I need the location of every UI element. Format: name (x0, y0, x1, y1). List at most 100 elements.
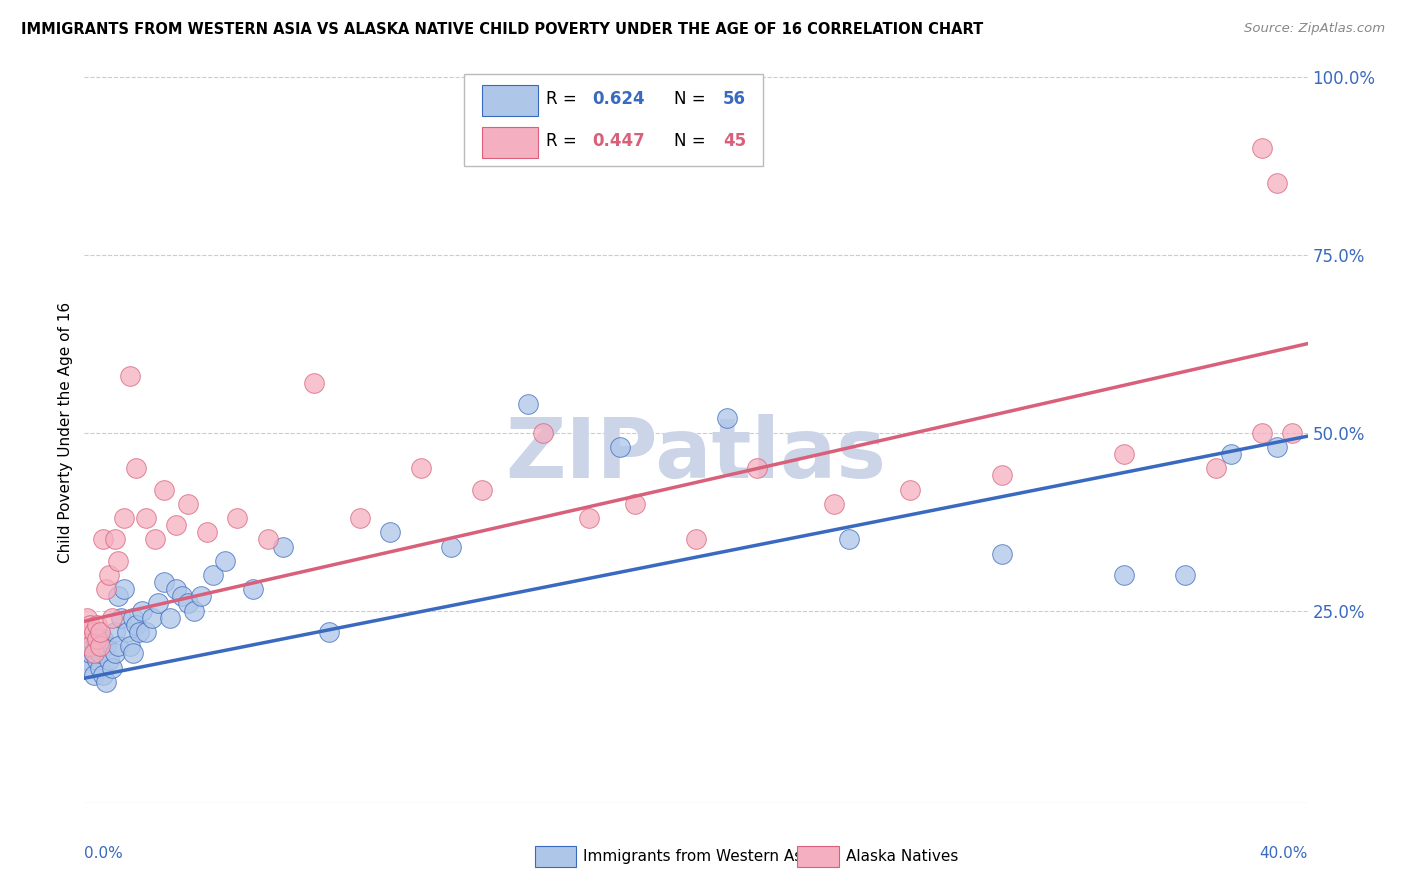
Point (177, 497, 200, 511)
Point (104, 533, 127, 547)
Point (91, 667, 114, 681)
Point (94, 674, 117, 689)
Text: 40.0%: 40.0% (1260, 846, 1308, 861)
Y-axis label: Child Poverty Under the Age of 16: Child Poverty Under the Age of 16 (58, 302, 73, 563)
Point (1250, 425, 1272, 440)
Point (79, 646, 101, 660)
Point (214, 554, 236, 568)
Point (101, 611, 124, 625)
Point (1205, 461, 1227, 475)
Text: 56: 56 (723, 90, 745, 108)
Point (94, 639, 117, 653)
Point (146, 597, 169, 611)
Point (177, 597, 200, 611)
Point (107, 554, 129, 568)
Point (531, 425, 554, 440)
Point (91, 533, 114, 547)
Point (97, 653, 120, 667)
Point (91, 632, 114, 646)
Point (79, 639, 101, 653)
Point (76, 624, 98, 639)
Point (172, 590, 194, 604)
Point (89, 646, 111, 660)
Point (838, 533, 860, 547)
FancyBboxPatch shape (464, 73, 763, 166)
Point (125, 617, 148, 632)
Point (898, 483, 921, 497)
Point (135, 511, 157, 525)
Point (120, 368, 142, 383)
Point (79, 660, 101, 674)
Point (1220, 447, 1243, 461)
Point (122, 611, 145, 625)
Text: 0.0%: 0.0% (84, 846, 124, 861)
Point (1281, 425, 1303, 440)
Point (97, 568, 120, 582)
Point (143, 533, 166, 547)
Text: 45: 45 (723, 132, 747, 151)
Point (112, 582, 135, 597)
Point (516, 397, 538, 411)
Point (107, 639, 129, 653)
Point (165, 518, 187, 533)
FancyBboxPatch shape (482, 128, 538, 159)
Point (716, 411, 738, 425)
Point (747, 461, 769, 475)
FancyBboxPatch shape (797, 846, 839, 867)
Point (201, 568, 224, 582)
Point (125, 461, 148, 475)
Point (83, 646, 105, 660)
Point (183, 604, 205, 618)
Point (165, 582, 187, 597)
Point (991, 468, 1014, 483)
Point (380, 525, 402, 540)
Point (89, 624, 111, 639)
Text: R =: R = (546, 90, 582, 108)
Point (471, 483, 494, 497)
Point (120, 639, 142, 653)
Point (86, 617, 108, 632)
Point (1114, 447, 1136, 461)
Point (104, 646, 127, 660)
Point (578, 511, 600, 525)
Point (104, 624, 127, 639)
Text: Alaska Natives: Alaska Natives (846, 848, 959, 863)
Text: R =: R = (546, 132, 582, 151)
Point (83, 624, 105, 639)
Point (86, 639, 108, 653)
Point (226, 511, 249, 525)
Point (128, 624, 150, 639)
Point (1265, 177, 1288, 191)
Point (1174, 568, 1197, 582)
Point (86, 632, 108, 646)
Point (409, 461, 432, 475)
Point (318, 624, 340, 639)
Point (153, 575, 176, 590)
Point (110, 611, 132, 625)
Point (1114, 568, 1136, 582)
Point (823, 497, 845, 511)
Point (131, 604, 153, 618)
Point (195, 525, 218, 540)
Point (991, 547, 1014, 561)
Point (112, 511, 135, 525)
Text: 0.447: 0.447 (592, 132, 645, 151)
Point (107, 590, 129, 604)
Point (89, 660, 111, 674)
Point (609, 440, 631, 454)
Point (302, 376, 325, 390)
Text: Source: ZipAtlas.com: Source: ZipAtlas.com (1244, 22, 1385, 36)
Point (76, 611, 98, 625)
Point (115, 624, 138, 639)
Point (190, 590, 212, 604)
Point (76, 639, 98, 653)
Point (1265, 440, 1288, 454)
Point (685, 533, 707, 547)
Point (159, 611, 181, 625)
Point (94, 582, 117, 597)
Text: ZIPatlas: ZIPatlas (506, 414, 886, 495)
Point (257, 533, 280, 547)
Point (135, 624, 157, 639)
Point (86, 653, 108, 667)
Point (79, 632, 101, 646)
